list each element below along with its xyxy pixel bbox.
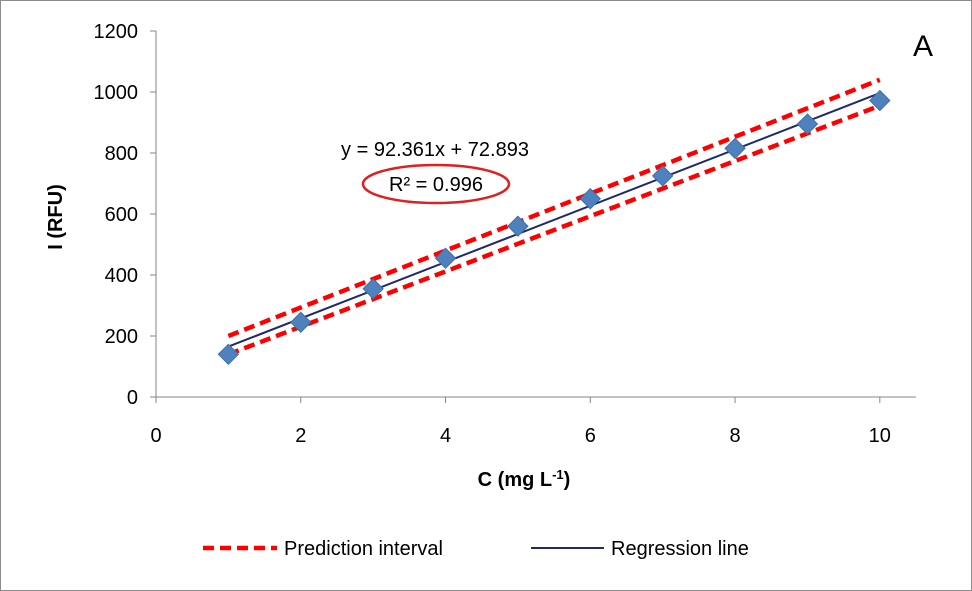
y-tick-label: 0 bbox=[127, 387, 138, 409]
legend-prediction-interval-label: Prediction interval bbox=[284, 538, 443, 560]
x-axis-title: C (mg L-1) bbox=[478, 467, 571, 491]
y-tick-label: 800 bbox=[105, 143, 138, 165]
y-tick-label: 600 bbox=[105, 204, 138, 226]
y-tick-label: 200 bbox=[105, 326, 138, 348]
data-point-diamond bbox=[579, 188, 601, 210]
x-tick-label: 0 bbox=[150, 425, 161, 447]
data-point-diamond bbox=[507, 215, 529, 237]
data-point-diamond bbox=[217, 343, 240, 366]
data-point-diamond bbox=[724, 137, 746, 160]
x-tick-label: 2 bbox=[295, 425, 306, 447]
x-tick-label: 4 bbox=[440, 425, 451, 447]
data-point-diamond bbox=[434, 247, 457, 269]
prediction-interval-upper bbox=[227, 77, 881, 339]
r-squared-label: R² = 0.996 bbox=[389, 174, 483, 196]
x-tick-label: 10 bbox=[869, 425, 891, 447]
prediction-interval-lower bbox=[227, 103, 881, 357]
legend: Prediction interval Regression line bbox=[203, 538, 749, 560]
data-point-diamond bbox=[869, 89, 891, 112]
y-tick-label: 400 bbox=[105, 265, 138, 287]
plot-area: 0 200 400 600 800 1000 1200 0 2 4 6 8 10 bbox=[94, 21, 916, 447]
y-tick-label: 1000 bbox=[94, 82, 139, 104]
r2-highlight-circle bbox=[361, 163, 511, 205]
data-point-diamond bbox=[290, 311, 312, 333]
data-point-diamond bbox=[796, 113, 819, 135]
y-axis-title: I (RFU) bbox=[45, 184, 67, 250]
x-tick-label: 6 bbox=[585, 425, 596, 447]
regression-equation: y = 92.361x + 72.893 bbox=[341, 139, 529, 161]
data-point-diamond bbox=[362, 278, 384, 300]
panel-label: A bbox=[913, 30, 933, 63]
x-tick-label: 8 bbox=[729, 425, 740, 447]
regression-line bbox=[228, 92, 881, 348]
legend-regression-line-label: Regression line bbox=[611, 538, 749, 560]
data-point-diamond bbox=[651, 165, 674, 187]
y-tick-label: 1200 bbox=[94, 21, 139, 43]
